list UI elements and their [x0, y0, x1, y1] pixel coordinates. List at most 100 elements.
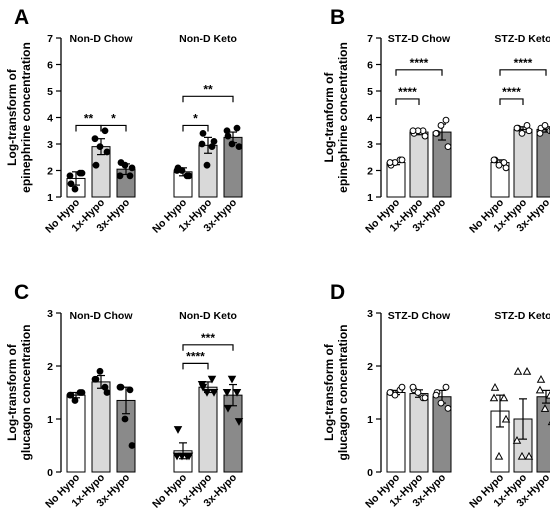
bar — [409, 393, 429, 473]
data-point — [490, 156, 498, 164]
panel-label: A — [14, 6, 29, 29]
data-point — [386, 389, 394, 396]
significance-label: * — [193, 111, 198, 125]
bar — [432, 131, 452, 198]
data-point — [198, 140, 206, 148]
y-axis-label-line: glucagon concentration — [336, 324, 350, 460]
y-tick-label: 3 — [47, 139, 53, 151]
data-point — [222, 389, 232, 397]
y-tick-label: 2 — [47, 166, 53, 178]
y-tick-label: 1 — [367, 414, 373, 426]
group-title: STZ-D Keto — [494, 310, 550, 322]
significance-label: * — [111, 111, 116, 125]
data-point — [545, 390, 550, 399]
data-point — [96, 143, 104, 151]
data-point — [128, 442, 136, 449]
data-point — [71, 185, 79, 193]
data-point — [233, 124, 241, 132]
data-point — [525, 127, 533, 135]
data-point — [536, 130, 544, 137]
data-point — [185, 172, 193, 180]
y-axis-label-line: Log-transform of — [5, 343, 19, 441]
data-point — [513, 367, 523, 375]
y-axis-label-line: glucagon concentration — [19, 324, 33, 460]
y-axis-label: Log-transform ofepinephrine concentratio… — [5, 42, 33, 193]
y-tick-label: 7 — [367, 33, 373, 45]
data-point — [421, 394, 429, 402]
group-title: STZ-D Keto — [494, 33, 550, 45]
data-point — [398, 156, 406, 164]
data-point — [66, 172, 74, 180]
data-point — [444, 405, 452, 412]
data-point — [437, 122, 445, 129]
data-point — [101, 127, 109, 135]
data-point — [235, 143, 243, 151]
data-point — [177, 452, 187, 461]
y-tick-label: 6 — [47, 60, 53, 72]
y-tick-label: 3 — [47, 308, 53, 320]
data-point — [540, 404, 550, 412]
data-point — [223, 127, 231, 135]
y-tick-label: 5 — [47, 86, 53, 98]
data-point — [535, 385, 545, 394]
data-point — [494, 451, 504, 460]
significance-label: **** — [502, 85, 521, 99]
data-point — [499, 393, 509, 402]
data-point — [128, 164, 136, 172]
data-point — [71, 397, 79, 404]
data-point — [78, 389, 86, 396]
data-point — [227, 375, 237, 384]
data-point — [184, 452, 194, 461]
significance-bracket — [100, 124, 127, 132]
bar — [513, 128, 533, 198]
data-point — [91, 135, 99, 143]
significance-bracket — [182, 124, 209, 132]
data-point — [103, 389, 111, 396]
bar — [198, 386, 218, 473]
panel-label: B — [330, 6, 345, 29]
significance-label: **** — [186, 349, 205, 363]
data-point — [421, 132, 429, 140]
significance-bracket — [182, 344, 234, 351]
y-axis-label-line: Log-tranform of — [322, 72, 336, 163]
significance-bracket — [499, 98, 524, 105]
group-title: Non-D Chow — [70, 310, 134, 322]
data-point — [173, 426, 183, 434]
group-title: STZ-D Chow — [388, 310, 451, 322]
bar — [66, 394, 86, 473]
data-point — [202, 389, 212, 397]
significance-bracket — [499, 69, 547, 76]
panel-label: C — [14, 281, 29, 304]
data-point — [91, 375, 99, 383]
data-point — [92, 161, 100, 169]
data-point — [512, 435, 522, 444]
data-point — [199, 130, 207, 137]
data-point — [490, 382, 500, 391]
data-point — [495, 161, 503, 169]
y-axis-label: Log-transform ofglucagon concentration — [322, 324, 350, 460]
bar — [409, 131, 429, 198]
data-point — [398, 383, 406, 391]
data-point — [223, 404, 233, 413]
data-point — [207, 375, 217, 384]
data-point — [67, 180, 75, 188]
y-axis-label-line: Log-transform of — [322, 343, 336, 441]
data-point — [437, 399, 445, 407]
y-tick-label: 4 — [367, 113, 373, 125]
significance-label: ** — [203, 82, 213, 96]
data-point — [517, 451, 527, 460]
significance-bracket — [395, 98, 420, 105]
y-tick-label: 0 — [47, 467, 53, 479]
significance-bracket — [75, 124, 102, 132]
data-point — [126, 386, 134, 394]
y-axis-label-line: epinephrine concentration — [19, 42, 33, 193]
panel-label: D — [330, 281, 345, 304]
data-point — [103, 148, 111, 156]
panel-c: C Log-transform ofglucagon concentration 0… — [5, 281, 244, 511]
significance-label: **** — [514, 56, 533, 70]
bar — [386, 392, 406, 473]
y-tick-label: 0 — [367, 467, 373, 479]
panel-b: B Log-tranform ofepinephrine concentratio… — [322, 6, 550, 236]
data-point — [501, 414, 511, 423]
data-point — [210, 137, 218, 145]
